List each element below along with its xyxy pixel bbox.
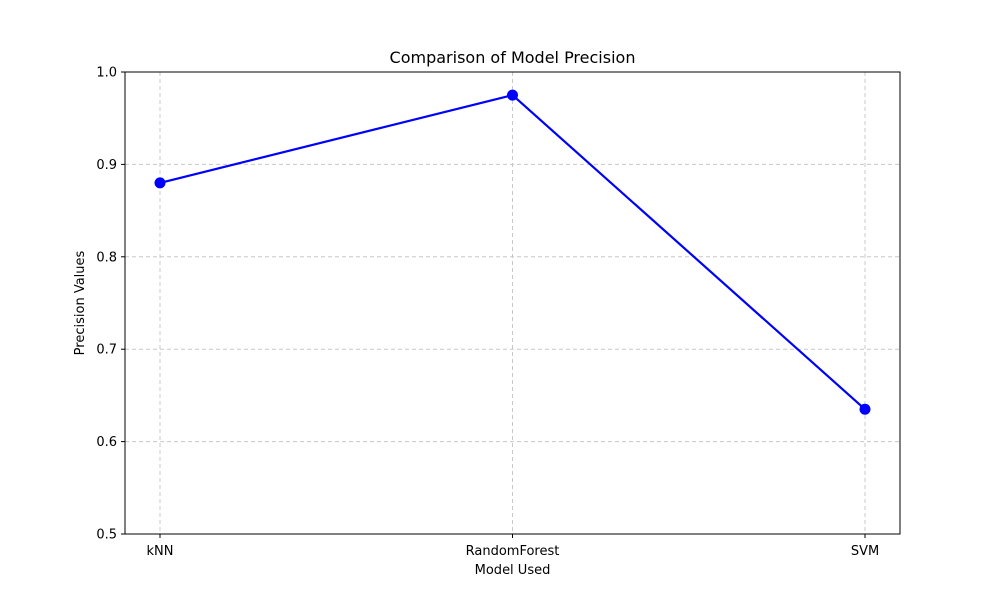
series-layer [154,89,871,415]
data-point [859,403,871,415]
y-tick-label: 0.5 [96,528,117,543]
y-tick-label: 0.7 [96,343,117,358]
data-point [154,177,166,189]
y-tick-label: 0.9 [96,158,117,173]
chart-title: Comparison of Model Precision [390,48,636,67]
tick-layer: 0.5 0.6 0.7 0.8 0.9 1.0 kNN RandomForest SVM [96,66,879,560]
grid-layer [125,72,900,534]
data-point [507,89,518,101]
y-tick-label: 0.8 [96,250,117,265]
y-tick-label: 0.6 [96,435,117,450]
x-axis-label: Model Used [475,563,551,578]
x-tick-label: RandomForest [466,544,560,559]
y-axis-label: Precision Values [73,250,88,355]
x-tick-label: SVM [851,544,879,559]
x-tick-label: kNN [147,544,174,559]
y-tick-label: 1.0 [96,66,117,81]
